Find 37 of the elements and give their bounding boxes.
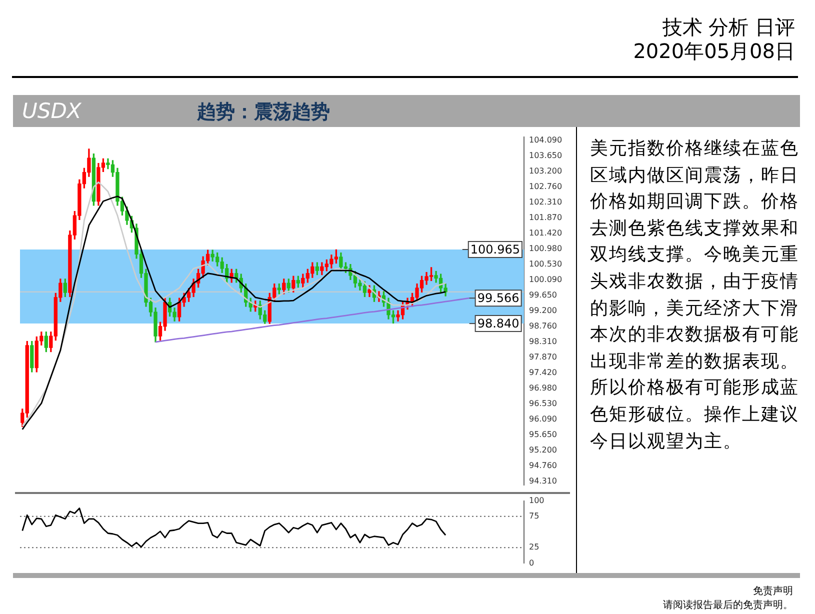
y-tick-label: 103.650: [529, 151, 562, 160]
y-tick-label: 100.090: [529, 275, 562, 284]
annotation: 100.965: [470, 242, 520, 257]
y-tick-label: 94.310: [529, 476, 557, 486]
y-tick-label: 96.090: [529, 414, 557, 424]
y-tick-label: 100.980: [529, 244, 562, 254]
annotation: 98.840: [477, 316, 520, 331]
y-tick-label: 100: [529, 496, 544, 505]
chart-title: USDX: [22, 99, 82, 123]
text: 2020年05月08日: [633, 38, 795, 65]
y-tick-label: 104.090: [529, 136, 562, 145]
y-tick-label: 97.870: [529, 352, 557, 362]
y-tick-label: 101.870: [529, 213, 562, 222]
text: 技术 分析 日评: [662, 14, 795, 41]
y-tick-label: 96.980: [529, 383, 557, 392]
y-tick-label: 97.420: [529, 368, 557, 378]
y-tick-label: 25: [529, 542, 540, 552]
annotation: 99.566: [477, 291, 520, 306]
y-tick-label: 102.760: [529, 182, 562, 192]
y-tick-label: 103.200: [529, 166, 562, 176]
text: 美元指数价格继续在蓝色区域内做区间震荡，昨日价格如期回调下跌。价格去测色紫色线支撑效果和双均线支撑。今晚美元重头戏非农数据，由于疫情的影响，美元经济大下滑本次的非农数据极有可能出现非常差的数据表现。所以价格极有可能形成蓝色矩形破位。操作上建议今日以观望为主。: [590, 138, 799, 452]
y-tick-label: 99.200: [529, 306, 557, 316]
y-tick-label: 0: [529, 558, 534, 568]
y-tick-label: 75: [529, 511, 540, 520]
y-tick-label: 98.310: [529, 337, 557, 346]
y-tick-label: 96.530: [529, 399, 557, 408]
y-tick-label: 100.530: [529, 260, 562, 269]
text: 免责声明: [753, 584, 793, 598]
y-tick-label: 99.650: [529, 290, 557, 300]
y-tick-label: 101.420: [529, 228, 562, 238]
y-tick-label: 95.200: [529, 445, 557, 454]
y-tick-label: 95.650: [529, 430, 557, 439]
text: 请阅读报告最后的免责声明。: [663, 598, 793, 612]
y-tick-label: 98.760: [529, 321, 557, 330]
y-tick-label: 102.310: [529, 198, 562, 207]
chart-subtitle: 趋势：震荡趋势: [197, 100, 330, 125]
y-tick-label: 94.760: [529, 460, 557, 470]
